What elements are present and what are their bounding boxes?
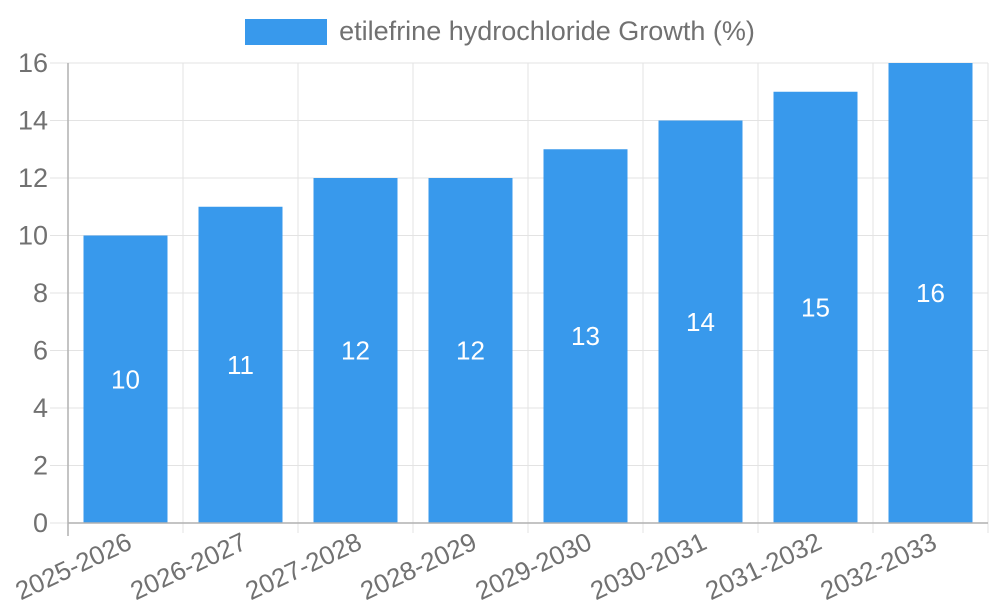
x-tick-label: 2027-2028 [241, 526, 366, 600]
legend-swatch [245, 18, 328, 45]
bar [428, 178, 513, 523]
bar-value-label: 12 [341, 336, 370, 366]
x-tick-label: 2031-2032 [701, 526, 826, 600]
y-tick-label: 16 [18, 48, 48, 78]
y-tick-label: 6 [33, 336, 48, 366]
bar [313, 178, 398, 523]
x-tick-label: 2029-2030 [471, 526, 596, 600]
bar-value-label: 10 [111, 364, 140, 394]
y-tick-label: 8 [33, 278, 48, 308]
bar [773, 91, 858, 523]
y-tick-label: 4 [33, 393, 48, 423]
y-tick-label: 10 [18, 221, 48, 251]
x-tick-label: 2025-2026 [11, 526, 136, 600]
bar-value-label: 13 [571, 321, 600, 351]
x-tick-label: 2030-2031 [586, 526, 711, 600]
bar [83, 235, 168, 523]
y-tick-label: 2 [33, 451, 48, 481]
y-tick-label: 12 [18, 163, 48, 193]
bar [888, 63, 973, 523]
legend[interactable]: etilefrine hydrochloride Growth (%) [0, 16, 1000, 47]
legend-label: etilefrine hydrochloride Growth (%) [339, 16, 755, 46]
bar [658, 120, 743, 523]
bar [543, 149, 628, 523]
bar-value-label: 11 [227, 350, 254, 380]
bar-value-label: 12 [456, 336, 485, 366]
bar-value-label: 14 [686, 307, 715, 337]
x-tick-label: 2032-2033 [816, 526, 941, 600]
y-tick-label: 0 [33, 508, 48, 538]
y-tick-label: 14 [18, 106, 48, 136]
bar-value-label: 15 [801, 292, 830, 322]
bar [198, 206, 283, 523]
x-tick-label: 2028-2029 [356, 526, 481, 600]
x-tick-label: 2026-2027 [126, 526, 251, 600]
bar-value-label: 16 [916, 278, 945, 308]
